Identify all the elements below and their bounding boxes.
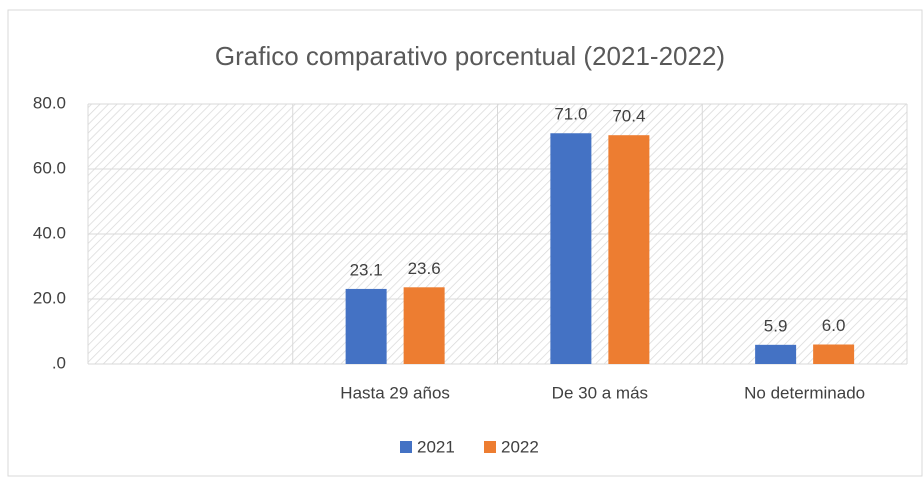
y-tick-label: 20.0 (33, 288, 66, 307)
bar (813, 344, 855, 364)
y-tick-label: 80.0 (33, 93, 66, 112)
bar (608, 135, 650, 364)
y-tick-label: .0 (52, 353, 66, 372)
data-label: 5.9 (764, 316, 788, 335)
data-label: 70.4 (612, 107, 645, 126)
chart-title: Grafico comparativo porcentual (2021-202… (215, 41, 725, 71)
legend-swatch (484, 441, 496, 453)
y-tick-label: 40.0 (33, 223, 66, 242)
x-tick-label: No determinado (744, 383, 865, 402)
data-label: 71.0 (554, 105, 587, 124)
data-label: 6.0 (822, 316, 846, 335)
x-tick-label: Hasta 29 años (340, 383, 450, 402)
x-tick-label: De 30 a más (552, 383, 648, 402)
bar (755, 344, 797, 364)
legend-label: 2021 (417, 437, 455, 456)
data-label: 23.6 (408, 259, 441, 278)
legend-label: 2022 (501, 437, 539, 456)
bar (345, 288, 387, 364)
data-label: 23.1 (350, 260, 383, 279)
legend-swatch (400, 441, 412, 453)
bar (550, 133, 592, 364)
bar (403, 287, 445, 364)
y-tick-label: 60.0 (33, 158, 66, 177)
